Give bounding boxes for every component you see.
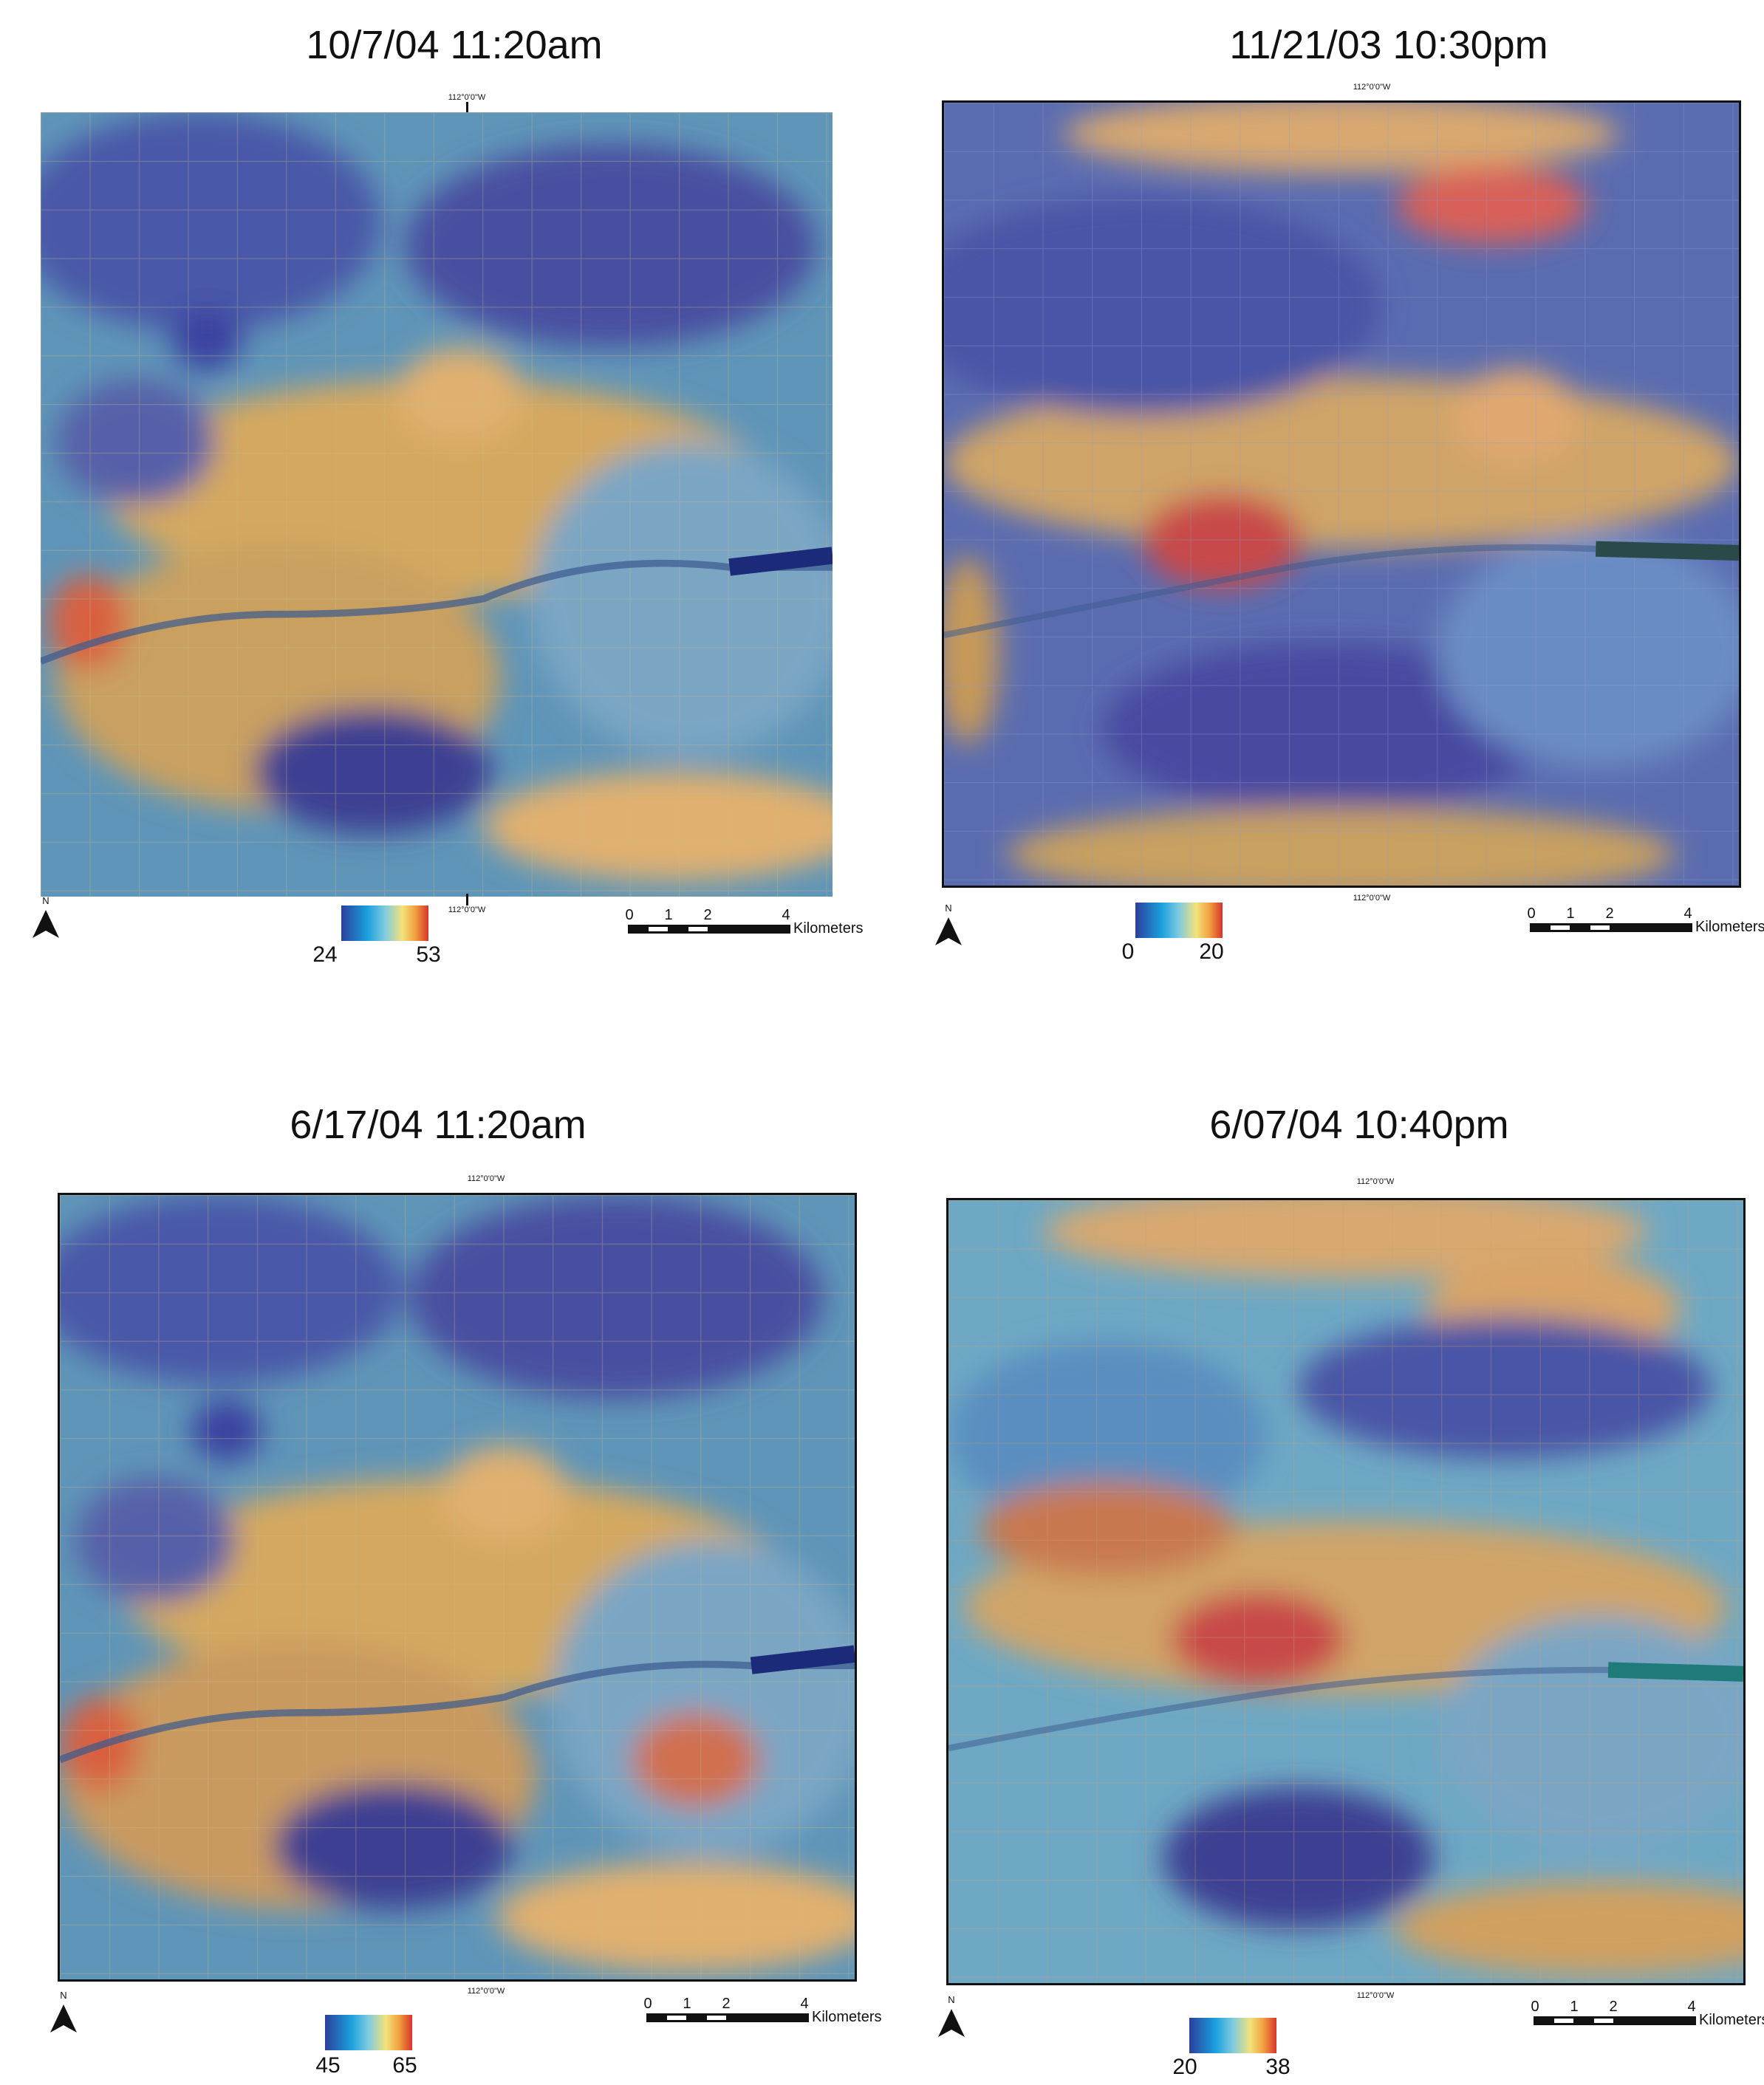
scale-tick-label: 4: [800, 1996, 809, 2012]
meridian-tick: [466, 894, 468, 905]
scale-tick-label: 2: [703, 907, 712, 923]
scale-unit-label: Kilometers: [812, 2009, 882, 2025]
scale-bar: 0 1 2 4 Kilometers: [643, 1996, 890, 2025]
scale-unit-label: Kilometers: [1699, 2012, 1764, 2028]
scale-tick-label: 1: [1566, 905, 1575, 922]
north-label: N: [948, 1994, 955, 2005]
north-arrow: N: [932, 903, 965, 948]
north-label: N: [945, 903, 952, 914]
thermal-map: [41, 112, 833, 897]
scale-bar-graphic: [1534, 2016, 1696, 2025]
scale-unit-label: Kilometers: [1695, 919, 1764, 935]
scale-bar-segment: [667, 2016, 686, 2020]
scale-tick-label: 1: [664, 907, 673, 923]
scale-tick-label: 1: [1570, 1999, 1579, 2015]
scale-bar: 0 1 2 4 Kilometers: [1527, 905, 1764, 935]
scale-tick-label: 4: [1683, 905, 1692, 922]
north-arrow: N: [935, 1994, 968, 2040]
thermal-map-image: [41, 112, 833, 897]
scale-bar-segment: [1554, 2019, 1573, 2023]
colorbar: [1189, 2018, 1276, 2053]
thermal-map-image: [60, 1195, 855, 1979]
panel-title: 11/21/03 10:30pm: [1229, 23, 1548, 67]
scale-bar-segment: [649, 927, 668, 931]
meridian-label-top: 112°0'0"W: [1353, 83, 1391, 92]
thermal-map: [58, 1193, 857, 1982]
scale-tick-label: 1: [683, 1996, 691, 2012]
panel-title: 10/7/04 11:20am: [306, 23, 603, 67]
north-label: N: [60, 1990, 67, 2001]
thermal-map: [946, 1198, 1746, 1985]
scale-bar-graphic: [646, 2013, 809, 2022]
scale-bar-segment: [1590, 925, 1610, 930]
north-arrow-icon: [50, 2004, 77, 2033]
panel-title: 6/07/04 10:40pm: [1209, 1103, 1509, 1147]
scale-bar: 0 1 2 4 Kilometers: [625, 907, 872, 937]
scale-tick-label: 0: [625, 907, 634, 923]
meridian-label-bottom: 112°0'0"W: [448, 905, 486, 914]
meridian-label-top: 112°0'0"W: [467, 1174, 505, 1183]
colorbar: [1135, 903, 1223, 938]
colorbar-min-label: 45: [315, 2053, 341, 2078]
scale-tick-label: 2: [1609, 1999, 1618, 2015]
thermal-map: [942, 100, 1741, 888]
north-label: N: [42, 895, 49, 906]
scale-bar-segment: [1594, 2019, 1613, 2023]
scale-bar-segment: [707, 2016, 726, 2020]
scale-bar-segment: [688, 927, 708, 931]
meridian-label-bottom: 112°0'0"W: [1353, 894, 1391, 903]
north-arrow-icon: [33, 910, 59, 938]
colorbar-ramp: [341, 905, 428, 941]
colorbar-ramp: [325, 2015, 412, 2050]
colorbar-min-label: 20: [1172, 2055, 1197, 2079]
meridian-tick: [466, 102, 468, 114]
meridian-label-top: 112°0'0"W: [1356, 1177, 1395, 1186]
colorbar-ramp: [1189, 2018, 1276, 2053]
scale-unit-label: Kilometers: [793, 920, 864, 937]
colorbar-min-label: 24: [312, 942, 338, 967]
scale-bar: 0 1 2 4 Kilometers: [1531, 1999, 1764, 2028]
scale-tick-label: 0: [1527, 905, 1536, 922]
colorbar-min-label: 0: [1121, 939, 1135, 964]
meridian-label-top: 112°0'0"W: [448, 93, 486, 102]
meridian-label-bottom: 112°0'0"W: [1356, 1991, 1395, 2000]
north-arrow-icon: [938, 2009, 965, 2037]
panel-title: 6/17/04 11:20am: [290, 1103, 587, 1147]
north-arrow-icon: [935, 917, 962, 945]
thermal-map-image: [944, 103, 1739, 886]
scale-tick-label: 0: [1531, 1999, 1539, 2015]
north-arrow: N: [30, 895, 62, 941]
scale-tick-label: 4: [1687, 1999, 1696, 2015]
colorbar-max-label: 65: [392, 2053, 417, 2078]
scale-bar-graphic: [1530, 923, 1692, 932]
colorbar-max-label: 20: [1199, 939, 1224, 964]
scale-tick-label: 2: [722, 1996, 731, 2012]
scale-bar-segment: [1551, 925, 1570, 930]
north-arrow: N: [47, 1990, 80, 2036]
meridian-label-bottom: 112°0'0"W: [467, 1987, 505, 1996]
scale-bar-graphic: [628, 925, 790, 934]
colorbar-ramp: [1135, 903, 1223, 938]
colorbar-max-label: 53: [416, 942, 441, 967]
scale-tick-label: 2: [1605, 905, 1614, 922]
thermal-map-image: [948, 1200, 1743, 1983]
colorbar-max-label: 38: [1265, 2055, 1290, 2079]
scale-tick-label: 4: [782, 907, 790, 923]
colorbar: [325, 2015, 412, 2050]
colorbar: [341, 905, 428, 941]
scale-tick-label: 0: [643, 1996, 652, 2012]
